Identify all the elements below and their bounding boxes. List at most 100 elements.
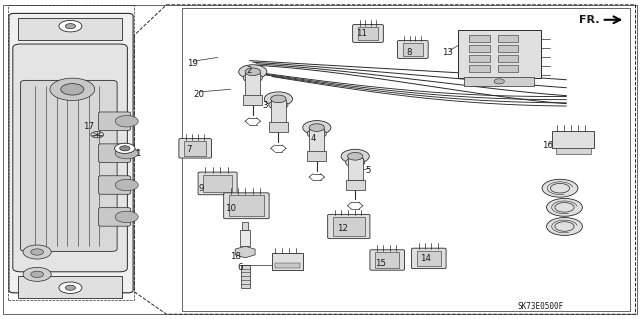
Circle shape xyxy=(31,271,44,278)
Circle shape xyxy=(245,68,260,76)
Bar xyxy=(498,55,518,62)
FancyBboxPatch shape xyxy=(20,80,117,251)
Circle shape xyxy=(23,267,51,281)
Text: FR.: FR. xyxy=(579,15,599,25)
Bar xyxy=(307,151,326,161)
Bar xyxy=(245,73,260,96)
Circle shape xyxy=(303,121,331,135)
Circle shape xyxy=(115,143,135,153)
Text: 13: 13 xyxy=(442,48,454,57)
Text: 19: 19 xyxy=(187,59,197,68)
Bar xyxy=(309,129,324,152)
Bar xyxy=(498,65,518,72)
Bar xyxy=(333,217,365,236)
Circle shape xyxy=(341,149,369,163)
Bar xyxy=(358,27,378,40)
Bar xyxy=(348,158,363,180)
Text: 2: 2 xyxy=(247,66,252,75)
FancyBboxPatch shape xyxy=(179,138,211,158)
Circle shape xyxy=(346,158,365,167)
FancyBboxPatch shape xyxy=(328,214,370,239)
Bar xyxy=(458,30,541,78)
Text: 9: 9 xyxy=(199,184,204,193)
Bar xyxy=(18,18,122,40)
Text: 14: 14 xyxy=(420,254,431,263)
FancyBboxPatch shape xyxy=(224,193,269,219)
FancyBboxPatch shape xyxy=(9,13,133,293)
Polygon shape xyxy=(235,246,255,258)
Bar xyxy=(243,95,262,105)
Bar xyxy=(469,65,490,72)
FancyBboxPatch shape xyxy=(99,208,131,226)
Circle shape xyxy=(65,285,76,290)
Circle shape xyxy=(271,95,286,103)
Bar xyxy=(469,35,490,42)
Circle shape xyxy=(115,115,138,127)
FancyBboxPatch shape xyxy=(99,144,131,162)
Bar xyxy=(272,253,303,270)
Circle shape xyxy=(239,65,267,79)
Text: 3: 3 xyxy=(263,101,268,110)
Bar xyxy=(275,263,300,268)
Circle shape xyxy=(59,282,82,293)
Text: 5: 5 xyxy=(365,166,371,175)
Bar xyxy=(417,251,441,266)
Bar xyxy=(242,222,248,230)
Circle shape xyxy=(50,78,95,100)
Bar xyxy=(469,45,490,52)
Circle shape xyxy=(542,179,578,197)
Circle shape xyxy=(23,245,51,259)
Text: 18: 18 xyxy=(230,252,241,261)
Circle shape xyxy=(264,92,292,106)
Circle shape xyxy=(61,84,84,95)
Circle shape xyxy=(115,147,138,159)
Circle shape xyxy=(309,124,324,131)
Bar xyxy=(241,265,250,288)
FancyBboxPatch shape xyxy=(13,44,127,272)
Bar xyxy=(464,77,534,86)
Circle shape xyxy=(115,179,138,191)
Circle shape xyxy=(547,218,582,235)
Text: 10: 10 xyxy=(225,204,236,213)
Text: 1: 1 xyxy=(135,149,140,158)
Circle shape xyxy=(115,211,138,223)
Text: 7: 7 xyxy=(186,145,191,154)
Circle shape xyxy=(307,129,326,138)
Bar xyxy=(269,122,288,132)
FancyBboxPatch shape xyxy=(198,172,237,195)
Text: 17: 17 xyxy=(83,122,94,130)
Text: 16: 16 xyxy=(541,141,553,150)
Bar xyxy=(240,230,250,246)
Text: 20: 20 xyxy=(193,90,204,99)
FancyBboxPatch shape xyxy=(353,25,383,42)
Text: 12: 12 xyxy=(337,224,348,233)
Circle shape xyxy=(494,79,504,84)
Text: 11: 11 xyxy=(356,29,367,38)
FancyBboxPatch shape xyxy=(412,248,446,269)
Circle shape xyxy=(31,249,44,255)
Bar xyxy=(556,148,591,154)
Circle shape xyxy=(120,146,130,151)
Bar xyxy=(498,45,518,52)
FancyBboxPatch shape xyxy=(99,112,131,130)
Text: 6: 6 xyxy=(237,263,243,272)
Bar xyxy=(346,180,365,190)
Circle shape xyxy=(59,20,82,32)
Circle shape xyxy=(547,198,582,216)
Circle shape xyxy=(65,24,76,29)
Bar xyxy=(498,35,518,42)
Bar xyxy=(271,100,286,123)
Text: 4: 4 xyxy=(311,134,316,143)
Bar xyxy=(375,252,399,268)
Bar xyxy=(18,276,122,298)
FancyBboxPatch shape xyxy=(99,176,131,194)
Circle shape xyxy=(243,73,262,83)
Text: 8: 8 xyxy=(407,48,412,57)
Text: 15: 15 xyxy=(375,259,387,268)
Bar xyxy=(204,175,232,192)
FancyBboxPatch shape xyxy=(370,250,404,270)
Text: SK73E0500F: SK73E0500F xyxy=(518,302,564,311)
FancyBboxPatch shape xyxy=(397,41,428,58)
Circle shape xyxy=(269,100,288,110)
Bar xyxy=(552,131,594,148)
